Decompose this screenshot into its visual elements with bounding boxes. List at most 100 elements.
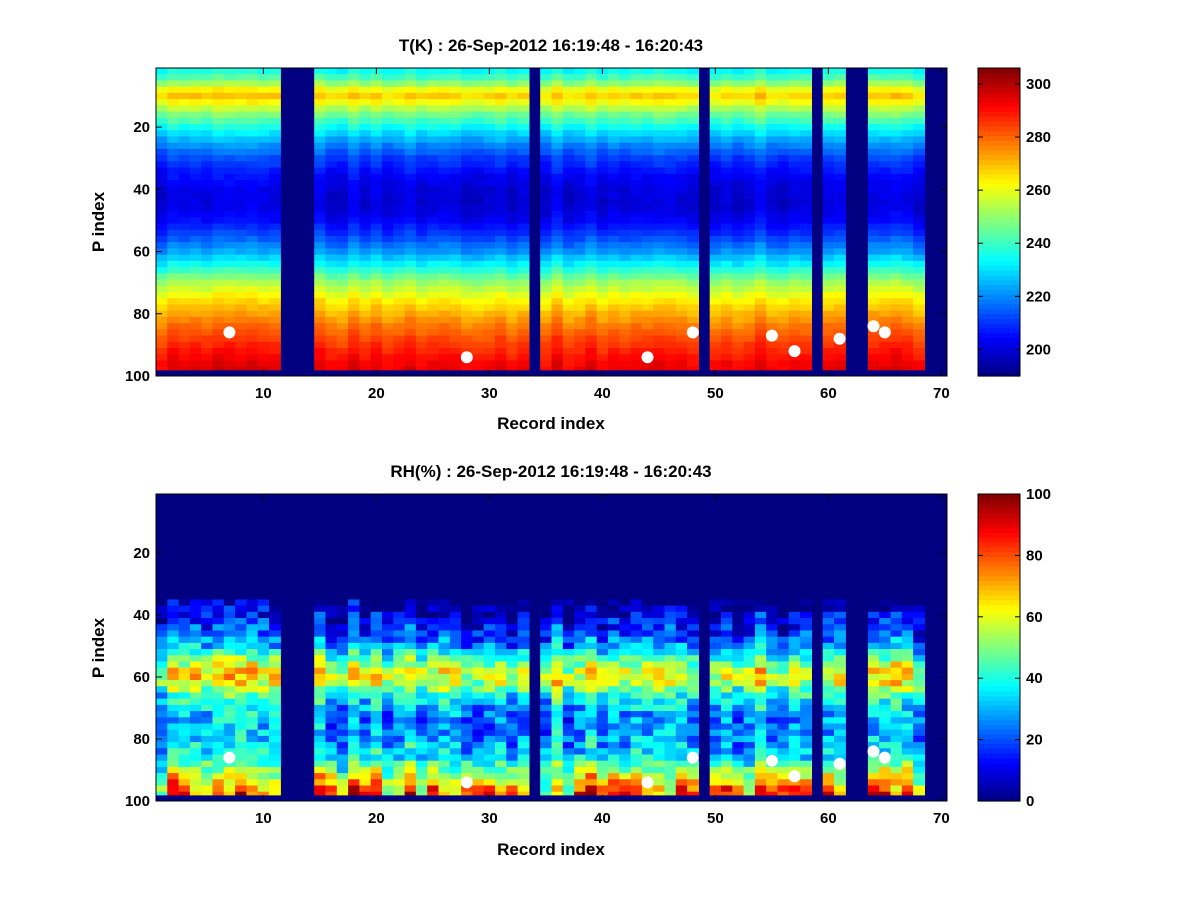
heatmap-cell xyxy=(189,754,202,762)
heatmap-cell xyxy=(325,117,338,125)
heatmap-cell xyxy=(336,494,349,501)
heatmap-cell xyxy=(596,512,609,520)
heatmap-cell xyxy=(630,335,643,343)
heatmap-cell xyxy=(325,500,338,507)
heatmap-cell xyxy=(506,618,519,625)
heatmap-cell xyxy=(879,105,892,113)
heatmap-cell xyxy=(370,285,383,293)
heatmap-cell xyxy=(336,204,349,212)
heatmap-cell xyxy=(608,760,620,768)
heatmap-cell xyxy=(167,562,180,570)
heatmap-cell xyxy=(641,273,654,281)
heatmap-cell xyxy=(223,173,236,181)
heatmap-cell xyxy=(427,68,440,75)
heatmap-cell xyxy=(382,562,394,570)
heatmap-cell xyxy=(415,211,428,218)
heatmap-cell xyxy=(348,316,360,324)
heatmap-cell xyxy=(348,742,360,749)
heatmap-cell xyxy=(495,599,507,607)
heatmap-cell xyxy=(630,310,643,318)
heatmap-cell xyxy=(788,273,801,281)
heatmap-cell xyxy=(890,242,903,250)
heatmap-cell xyxy=(348,105,360,113)
heatmap-cell xyxy=(246,348,259,355)
heatmap-cell xyxy=(630,173,643,181)
heatmap-cell xyxy=(201,173,214,181)
heatmap-cell xyxy=(551,236,564,243)
heatmap-cell xyxy=(901,117,914,125)
heatmap-cell xyxy=(438,531,451,539)
heatmap-cell xyxy=(721,86,733,94)
heatmap-cell xyxy=(653,354,666,362)
heatmap-cell xyxy=(596,729,609,737)
heatmap-cell xyxy=(246,537,259,545)
heatmap-cell xyxy=(427,686,440,694)
heatmap-cell xyxy=(314,723,327,731)
heatmap-cell xyxy=(178,86,191,94)
heatmap-cell xyxy=(167,260,180,268)
heatmap-cell xyxy=(653,335,666,343)
heatmap-cell xyxy=(201,142,214,150)
heatmap-cell xyxy=(178,500,191,507)
heatmap-cell xyxy=(721,204,733,212)
heatmap-cell xyxy=(359,148,372,156)
heatmap-cell xyxy=(596,618,609,625)
heatmap-cell xyxy=(427,124,440,131)
heatmap-cell xyxy=(257,161,270,169)
heatmap-cell xyxy=(472,68,485,75)
heatmap-cell xyxy=(867,298,880,306)
heatmap-cell xyxy=(879,223,892,231)
colorbar-band xyxy=(978,178,1020,185)
heatmap-cell xyxy=(540,748,553,756)
heatmap-cell xyxy=(687,285,699,293)
heatmap-cell xyxy=(201,611,214,619)
heatmap-cell xyxy=(269,260,281,268)
heatmap-cell xyxy=(777,74,790,82)
heatmap-cell xyxy=(201,86,214,94)
heatmap-cell xyxy=(608,360,620,368)
heatmap-cell xyxy=(901,68,914,75)
heatmap-cell xyxy=(879,360,892,368)
heatmap-cell xyxy=(630,99,643,106)
heatmap-cell xyxy=(517,217,530,225)
heatmap-cell xyxy=(551,735,564,743)
heatmap-cell xyxy=(596,292,609,299)
heatmap-cell xyxy=(404,167,417,175)
heatmap-cell xyxy=(913,316,925,324)
heatmap-cell xyxy=(325,92,338,100)
heatmap-cell xyxy=(867,242,880,250)
heatmap-cell xyxy=(382,236,394,243)
heatmap-cell xyxy=(562,254,575,262)
heatmap-cell xyxy=(325,248,338,256)
heatmap-column xyxy=(800,68,812,371)
heatmap-cell xyxy=(754,242,767,250)
heatmap-cell xyxy=(167,680,180,687)
heatmap-cell xyxy=(404,642,417,650)
colorbar-band xyxy=(978,270,1020,276)
heatmap-cell xyxy=(472,556,485,563)
heatmap-cell xyxy=(540,180,553,187)
heatmap-cell xyxy=(766,105,779,113)
heatmap-cell xyxy=(653,223,666,231)
heatmap-cell xyxy=(393,298,406,306)
heatmap-cell xyxy=(382,155,394,162)
heatmap-column xyxy=(653,68,666,371)
heatmap-cell xyxy=(879,68,892,75)
heatmap-cell xyxy=(596,341,609,349)
heatmap-cell xyxy=(777,329,790,337)
heatmap-cell xyxy=(336,543,349,551)
heatmap-cell xyxy=(664,99,677,106)
heatmap-cell xyxy=(608,549,620,557)
heatmap-cell xyxy=(359,574,372,582)
heatmap-cell xyxy=(562,686,575,694)
heatmap-cell xyxy=(913,192,925,200)
heatmap-cell xyxy=(393,198,406,206)
heatmap-cell xyxy=(257,111,270,119)
heatmap-cell xyxy=(438,760,451,768)
heatmap-cell xyxy=(483,562,496,570)
heatmap-cell xyxy=(415,142,428,150)
heatmap-cell xyxy=(506,624,519,632)
heatmap-cell xyxy=(415,260,428,268)
heatmap-cell xyxy=(189,80,202,88)
heatmap-cell xyxy=(483,130,496,138)
